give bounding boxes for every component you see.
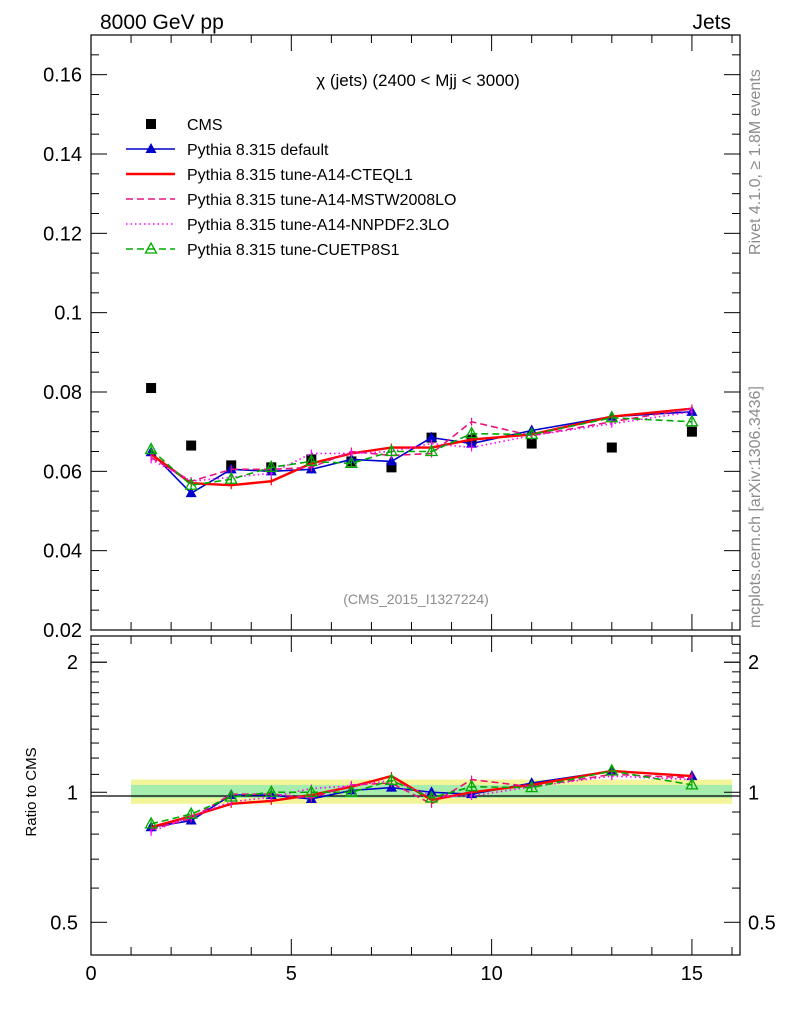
ytick-label: 0.1 <box>54 303 82 325</box>
data-point <box>386 462 397 473</box>
ratio-series <box>144 763 699 836</box>
ratio-ylabel: Ratio to CMS <box>23 747 40 836</box>
ytick-label: 0.02 <box>43 620 82 642</box>
legend-label: Pythia 8.315 tune-A14-CTEQL1 <box>187 167 413 184</box>
ratio-ytick-label-right: 0.5 <box>748 912 776 934</box>
ytick-label: 0.16 <box>43 65 82 87</box>
ratio-panel: 0.5 0.5 1 1 2 2 0 5 10 15 Ratio to CMS <box>23 635 776 985</box>
data-point <box>424 790 439 803</box>
data-point <box>464 779 479 792</box>
watermark: (CMS_2015_I1327224) <box>343 591 489 607</box>
data-point <box>426 431 438 442</box>
data-point <box>424 444 439 457</box>
xtick-label: 10 <box>480 963 502 985</box>
ytick-label: 0.08 <box>43 382 82 404</box>
data-point <box>304 784 318 797</box>
series-line <box>150 769 693 829</box>
data-point <box>525 780 539 793</box>
data-point <box>685 414 699 427</box>
series-line <box>150 407 693 483</box>
series-line <box>150 407 693 487</box>
data-point <box>224 471 238 484</box>
chart-title: χ (jets) (2400 < Mjj < 3000) <box>316 71 520 90</box>
data-point <box>144 442 158 455</box>
data-point <box>344 784 359 797</box>
data-point <box>146 119 156 129</box>
data-point <box>685 777 699 790</box>
data-point <box>186 440 197 451</box>
data-point <box>525 427 539 440</box>
data-point <box>184 477 198 490</box>
data-point <box>264 784 278 797</box>
data-point <box>686 426 697 437</box>
mcplots-label: mcplots.cern.ch [arXiv:1306.3436] <box>747 386 764 628</box>
data-point <box>526 438 537 449</box>
header-right: Jets <box>692 11 731 34</box>
data-point <box>146 383 157 394</box>
main-ytick-labels: 0.02 0.04 0.06 0.08 0.1 0.12 0.14 0.16 <box>43 65 82 642</box>
xtick-label: 5 <box>286 963 297 985</box>
legend-label: CMS <box>187 117 223 134</box>
data-point <box>344 456 359 469</box>
series-pythia-8-315-tune-cuetp8s1 <box>144 763 699 829</box>
ytick-label: 0.04 <box>43 541 82 563</box>
data-point <box>224 789 238 802</box>
data-point <box>605 763 619 776</box>
series-line <box>150 773 692 831</box>
ratio-xtick-labels: 0 5 10 15 <box>85 963 703 985</box>
ratio-axis-ticks <box>90 636 740 955</box>
xtick-label: 15 <box>681 963 703 985</box>
ytick-label: 0.14 <box>43 144 82 166</box>
data-point <box>144 816 158 829</box>
data-point <box>385 455 397 466</box>
data-point <box>184 806 198 819</box>
xtick-label: 0 <box>85 963 96 985</box>
ratio-ytick-label: 1 <box>67 782 78 804</box>
main-series <box>144 383 699 498</box>
series-line <box>150 416 692 487</box>
ratio-ytick-labels: 0.5 0.5 1 1 2 2 <box>50 652 776 934</box>
data-point <box>384 773 399 786</box>
legend: CMS Pythia 8.315 default Pythia 8.315 tune… <box>126 117 456 259</box>
ratio-ytick-label-right: 2 <box>748 652 759 674</box>
data-point <box>185 487 197 498</box>
data-point <box>605 410 619 423</box>
series-line <box>150 411 693 483</box>
series-line <box>150 411 692 494</box>
series-pythia-8-315-tune-cuetp8s1 <box>144 410 699 490</box>
legend-label: Pythia 8.315 tune-A14-MSTW2008LO <box>187 192 456 209</box>
data-point <box>304 454 318 467</box>
data-point <box>264 460 278 473</box>
ytick-label: 0.12 <box>43 223 82 245</box>
data-point <box>145 143 157 153</box>
series-cms <box>146 383 697 473</box>
header-left: 8000 GeV pp <box>100 11 224 34</box>
rivet-label: Rivet 4.1.0, ≥ 1.8M events <box>747 69 764 255</box>
ytick-label: 0.06 <box>43 461 82 483</box>
ratio-ytick-label-right: 1 <box>748 782 759 804</box>
data-point <box>384 444 399 457</box>
data-point <box>606 442 617 453</box>
data-point <box>144 241 158 254</box>
legend-label: Pythia 8.315 default <box>187 142 329 159</box>
main-panel: 0.02 0.04 0.06 0.08 0.1 0.12 0.14 0.16 χ (jets)… <box>43 34 741 642</box>
ratio-ytick-label: 2 <box>67 652 78 674</box>
legend-label: Pythia 8.315 tune-CUETP8S1 <box>187 242 400 259</box>
ratio-ytick-label: 0.5 <box>50 912 78 934</box>
series-line <box>150 770 693 825</box>
legend-label: Pythia 8.315 tune-A14-NNPDF2.3LO <box>187 217 449 234</box>
main-axis-ticks <box>90 34 740 631</box>
data-point <box>464 426 479 439</box>
